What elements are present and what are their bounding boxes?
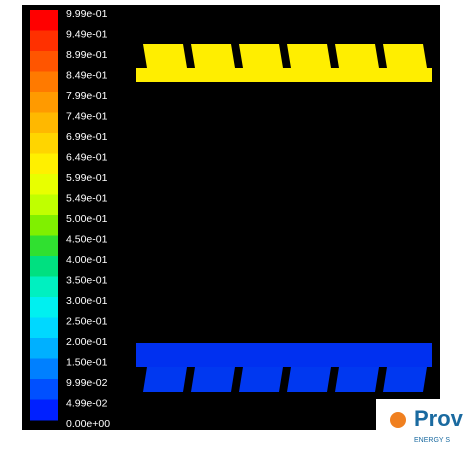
colorbar-band (30, 215, 58, 236)
colorbar-band (30, 195, 58, 216)
colorbar-label: 6.99e-01 (66, 131, 108, 143)
top-fin (143, 44, 187, 68)
top-header (136, 68, 432, 82)
colorbar-label: 9.99e-02 (66, 377, 108, 389)
colorbar-band (30, 400, 58, 421)
colorbar-band (30, 92, 58, 113)
colorbar-label: 8.49e-01 (66, 69, 108, 81)
colorbar-band (30, 113, 58, 134)
page: 9.99e-01 9.49e-01 8.99e-01 8.49e-01 7.99e-01… (0, 0, 468, 451)
bottom-fin (143, 367, 187, 392)
colorbar: 9.99e-01 9.49e-01 8.99e-01 8.49e-01 7.99e-01… (30, 8, 110, 430)
top-fin (335, 44, 379, 68)
colorbar-label: 5.99e-01 (66, 172, 108, 184)
bottom-fin (287, 367, 331, 392)
colorbar-label: 7.49e-01 (66, 110, 108, 122)
colorbar-label: 7.99e-01 (66, 90, 108, 102)
bottom-fin (191, 367, 235, 392)
colorbar-label: 4.50e-01 (66, 233, 108, 245)
colorbar-label: 1.50e-01 (66, 356, 108, 368)
colorbar-band (30, 297, 58, 318)
logo-name: Prov (414, 406, 464, 431)
bottom-header (136, 343, 432, 367)
colorbar-label: 2.50e-01 (66, 315, 108, 327)
colorbar-label: 5.00e-01 (66, 213, 108, 225)
colorbar-band (30, 174, 58, 195)
colorbar-band (30, 154, 58, 175)
top-fin (287, 44, 331, 68)
top-fin (383, 44, 427, 68)
bottom-fin (335, 367, 379, 392)
colorbar-label: 9.99e-01 (66, 8, 108, 20)
colorbar-label: 3.00e-01 (66, 295, 108, 307)
colorbar-band (30, 31, 58, 52)
top-fin (191, 44, 235, 68)
colorbar-label: 9.49e-01 (66, 28, 108, 40)
colorbar-band (30, 72, 58, 93)
colorbar-band (30, 379, 58, 400)
colorbar-label: 0.00e+00 (66, 418, 110, 430)
colorbar-band (30, 359, 58, 380)
logo-icon (390, 412, 406, 428)
top-fin (239, 44, 283, 68)
bottom-fin (383, 367, 427, 392)
colorbar-label: 8.99e-01 (66, 49, 108, 61)
colorbar-band (30, 10, 58, 31)
colorbar-label: 4.99e-02 (66, 397, 108, 409)
colorbar-band (30, 133, 58, 154)
colorbar-label: 3.50e-01 (66, 274, 108, 286)
colorbar-label: 6.49e-01 (66, 151, 108, 163)
colorbar-band (30, 318, 58, 339)
logo: Prov ENERGY S (376, 399, 468, 451)
colorbar-band (30, 338, 58, 359)
colorbar-band (30, 277, 58, 298)
bottom-fin (239, 367, 283, 392)
colorbar-band (30, 51, 58, 72)
logo-tagline: ENERGY S (414, 437, 450, 444)
colorbar-band (30, 236, 58, 257)
colorbar-label: 5.49e-01 (66, 192, 108, 204)
colorbar-band (30, 256, 58, 277)
colorbar-label: 4.00e-01 (66, 254, 108, 266)
colorbar-label: 2.00e-01 (66, 336, 108, 348)
